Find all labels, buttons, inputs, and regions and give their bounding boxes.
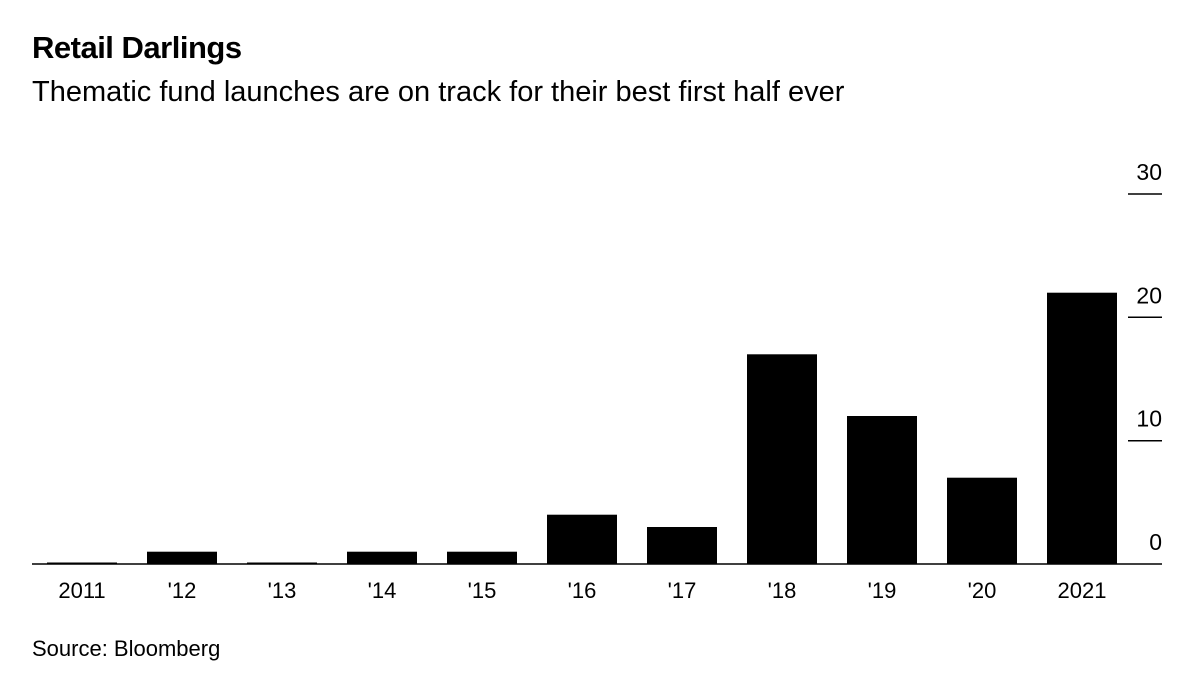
x-tick-label: 2011 — [58, 578, 105, 603]
chart-title: Retail Darlings — [32, 30, 242, 65]
bar-18 — [747, 354, 817, 564]
x-tick-label: '17 — [668, 578, 697, 603]
bar-14 — [347, 551, 417, 564]
x-tick-label: '12 — [168, 578, 197, 603]
bars-group — [47, 292, 1117, 564]
x-tick-label: '16 — [568, 578, 597, 603]
x-tick-label: '20 — [968, 578, 997, 603]
y-tick-label: 0 — [1149, 529, 1162, 555]
chart-subtitle: Thematic fund launches are on track for … — [32, 76, 845, 108]
source-note: Source: Bloomberg — [32, 636, 221, 661]
bar-20 — [947, 477, 1017, 564]
bar-2021 — [1047, 292, 1117, 564]
x-tick-label: '14 — [368, 578, 397, 603]
bar-16 — [547, 514, 617, 564]
bar-17 — [647, 527, 717, 564]
bar-15 — [447, 551, 517, 564]
bar-12 — [147, 551, 217, 564]
x-tick-label: '18 — [768, 578, 797, 603]
y-axis: 0 10 20 30 — [1128, 159, 1162, 555]
y-tick-label: 10 — [1136, 406, 1162, 432]
x-tick-label: 2021 — [1058, 578, 1107, 603]
y-tick-label: 20 — [1136, 282, 1162, 308]
bar-19 — [847, 416, 917, 564]
y-tick-label: 30 — [1136, 159, 1162, 185]
x-tick-label: '19 — [868, 578, 897, 603]
x-tick-label: '13 — [268, 578, 297, 603]
x-axis: 2011 '12 '13 '14 '15 '16 '17 '18 '19 '20 2021 — [58, 578, 1106, 603]
x-tick-label: '15 — [468, 578, 497, 603]
